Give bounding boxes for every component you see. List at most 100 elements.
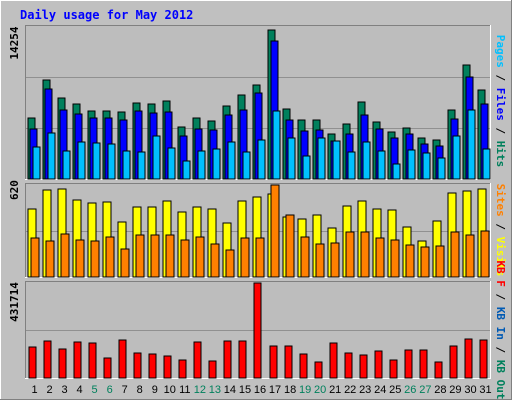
- legend-item-hits: Hits: [494, 141, 507, 168]
- bar-sites-day-9: [150, 234, 160, 278]
- bar-kb-f-day-15: [238, 340, 247, 379]
- chart-title: Daily usage for May 2012: [20, 8, 193, 22]
- bar-pages-day-7: [122, 150, 131, 180]
- bar-pages-day-20: [317, 137, 326, 180]
- bar-pages-day-30: [467, 109, 476, 180]
- x-tick-day-12: 12: [194, 384, 206, 396]
- bar-pages-day-24: [377, 150, 386, 180]
- bar-pages-day-14: [227, 141, 236, 180]
- x-tick-day-22: 22: [344, 384, 356, 396]
- bar-pages-day-23: [362, 141, 371, 180]
- x-tick-day-26: 26: [404, 384, 416, 396]
- bar-kb-f-day-26: [404, 349, 413, 379]
- bar-sites-day-26: [405, 244, 415, 278]
- bar-pages-day-5: [92, 142, 101, 180]
- legend-item-files: Files: [494, 88, 507, 121]
- bar-sites-day-31: [480, 230, 490, 278]
- bar-pages-day-17: [272, 110, 281, 180]
- bar-pages-day-16: [257, 139, 266, 180]
- bar-sites-day-20: [315, 243, 325, 278]
- bar-sites-day-17: [270, 184, 280, 278]
- bar-sites-day-5: [90, 240, 100, 278]
- bar-pages-day-3: [62, 150, 71, 180]
- legend-top: Pages / Files / Hits: [494, 35, 507, 168]
- bar-sites-day-21: [330, 242, 340, 278]
- bar-kb-f-day-28: [434, 361, 443, 379]
- bar-kb-f-day-20: [314, 361, 323, 379]
- legend-separator: /: [494, 68, 507, 88]
- bar-sites-day-12: [195, 236, 205, 278]
- bar-kb-f-day-4: [73, 341, 82, 379]
- bar-pages-day-6: [107, 143, 116, 180]
- x-tick-day-19: 19: [299, 384, 311, 396]
- x-tick-day-10: 10: [164, 384, 176, 396]
- x-tick-day-2: 2: [46, 384, 52, 396]
- x-tick-day-9: 9: [152, 384, 158, 396]
- bar-kb-f-day-29: [449, 345, 458, 379]
- legend-item-kb-f: KB F: [494, 260, 507, 287]
- x-tick-day-24: 24: [374, 384, 386, 396]
- bar-pages-day-19: [302, 155, 311, 180]
- bar-kb-f-day-1: [28, 346, 37, 379]
- bar-pages-day-21: [332, 140, 341, 180]
- x-tick-day-18: 18: [284, 384, 296, 396]
- bar-kb-f-day-18: [284, 345, 293, 379]
- bar-pages-day-26: [407, 149, 416, 180]
- bar-kb-f-day-14: [223, 340, 232, 379]
- ymax-label-bottom: 431714: [8, 282, 21, 322]
- bar-sites-day-6: [105, 236, 115, 278]
- x-tick-day-25: 25: [389, 384, 401, 396]
- bar-pages-day-31: [482, 148, 491, 180]
- bar-sites-day-2: [45, 240, 55, 278]
- bar-kb-f-day-8: [133, 352, 142, 379]
- bar-pages-day-1: [32, 146, 41, 180]
- bar-pages-day-18: [287, 137, 296, 180]
- bar-pages-day-25: [392, 163, 401, 180]
- bar-kb-f-day-21: [329, 342, 338, 379]
- bar-sites-day-13: [210, 243, 220, 278]
- x-tick-day-11: 11: [179, 384, 190, 396]
- bar-sites-day-30: [465, 234, 475, 278]
- bar-pages-day-28: [437, 157, 446, 180]
- x-tick-day-15: 15: [239, 384, 251, 396]
- legend-separator: /: [494, 217, 507, 237]
- bar-pages-day-29: [452, 135, 461, 180]
- bar-pages-day-10: [167, 147, 176, 180]
- bar-sites-day-14: [225, 249, 235, 278]
- bar-pages-day-13: [212, 148, 221, 180]
- bar-sites-day-28: [435, 245, 445, 278]
- bar-sites-day-25: [390, 239, 400, 278]
- bar-pages-day-2: [47, 132, 56, 180]
- x-tick-day-29: 29: [449, 384, 461, 396]
- x-tick-day-21: 21: [329, 384, 341, 396]
- bar-kb-f-day-2: [43, 340, 52, 379]
- panel-top: 14254 Pages / Files / Hits: [8, 25, 507, 180]
- x-tick-day-1: 1: [31, 384, 37, 396]
- x-tick-day-16: 16: [254, 384, 266, 396]
- x-tick-day-28: 28: [434, 384, 446, 396]
- legend-separator: /: [494, 340, 507, 360]
- bar-pages-day-9: [152, 135, 161, 180]
- bar-kb-f-day-6: [103, 357, 112, 379]
- x-tick-day-14: 14: [224, 384, 236, 396]
- bar-kb-f-day-12: [193, 341, 202, 379]
- bar-kb-f-day-10: [163, 355, 172, 379]
- bar-kb-f-day-3: [58, 348, 67, 379]
- bar-sites-day-7: [120, 248, 130, 278]
- x-tick-day-8: 8: [137, 384, 143, 396]
- bar-kb-f-day-5: [88, 342, 97, 379]
- bar-kb-f-day-30: [464, 338, 473, 379]
- legend-item-pages: Pages: [494, 35, 507, 68]
- bar-sites-day-15: [240, 237, 250, 278]
- legend-item-kb-out: KB Out: [494, 360, 507, 400]
- bar-kb-f-day-25: [389, 359, 398, 379]
- bar-sites-day-1: [30, 237, 40, 278]
- bar-sites-day-11: [180, 239, 190, 278]
- bar-sites-day-3: [60, 233, 70, 278]
- x-tick-day-5: 5: [92, 384, 98, 396]
- bar-sites-day-8: [135, 234, 145, 278]
- bar-sites-day-4: [75, 239, 85, 278]
